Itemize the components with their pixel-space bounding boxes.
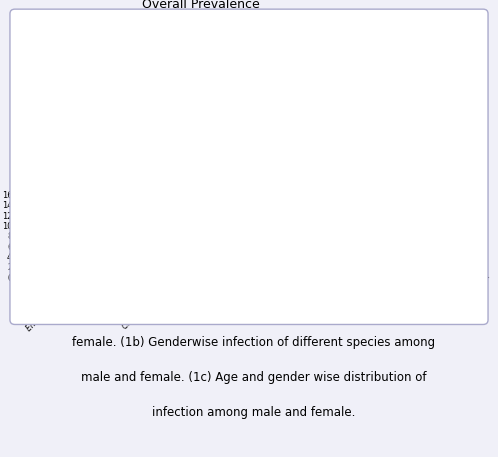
Text: 1a: 1a bbox=[95, 19, 111, 32]
Wedge shape bbox=[218, 26, 304, 125]
Text: 63%: 63% bbox=[227, 74, 256, 87]
Text: infection among male and female.: infection among male and female. bbox=[152, 406, 356, 419]
Legend: Female, Male: Female, Male bbox=[293, 199, 345, 228]
Title: Gender & Infection: Gender & Infection bbox=[70, 184, 169, 194]
Bar bbox=[199, 262, 210, 277]
Bar bbox=[40, 236, 51, 277]
Bar bbox=[61, 262, 72, 277]
Bar bbox=[365, 240, 388, 277]
Bar bbox=[135, 256, 146, 277]
Text: Figure 1:: Figure 1: bbox=[224, 301, 284, 314]
Bar bbox=[188, 267, 199, 277]
Bar bbox=[456, 248, 479, 277]
Bar bbox=[156, 267, 167, 277]
Text: 1c: 1c bbox=[245, 185, 260, 198]
Bar bbox=[29, 205, 40, 277]
Bar bbox=[167, 251, 178, 277]
Bar bbox=[388, 269, 412, 277]
Bar bbox=[321, 236, 345, 277]
Title: Age & gender wise distribution: Age & gender wise distribution bbox=[308, 184, 469, 194]
Bar bbox=[298, 252, 321, 277]
Wedge shape bbox=[204, 26, 254, 110]
Bar bbox=[432, 199, 456, 277]
Bar bbox=[124, 251, 135, 277]
Text: (1a) Overall prevalence of UTI among male and: (1a) Overall prevalence of UTI among mal… bbox=[89, 301, 419, 314]
Text: female. (1b) Genderwise infection of different species among: female. (1b) Genderwise infection of dif… bbox=[72, 336, 436, 349]
Text: male and female. (1c) Age and gender wise distribution of: male and female. (1c) Age and gender wis… bbox=[81, 371, 427, 384]
Text: Overall Prevalence: Overall Prevalence bbox=[142, 0, 260, 11]
Text: 37%: 37% bbox=[261, 54, 291, 67]
Legend: Female, Male: Female, Male bbox=[290, 121, 354, 155]
Bar bbox=[93, 241, 104, 277]
